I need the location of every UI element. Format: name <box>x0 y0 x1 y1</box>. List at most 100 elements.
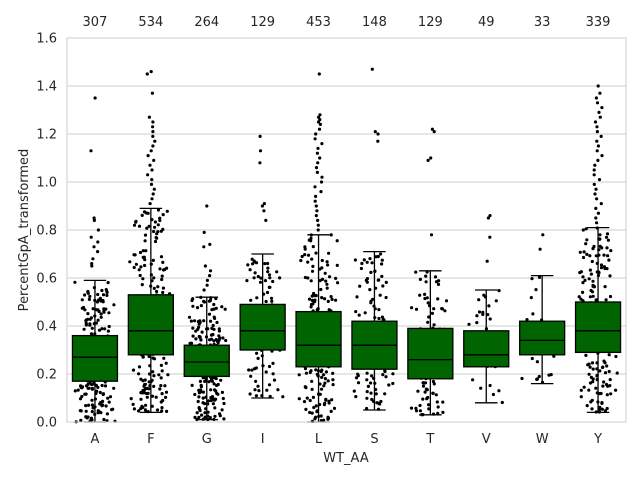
outlier-point <box>203 264 207 268</box>
data-point <box>91 307 95 311</box>
count-label: 129 <box>418 15 443 30</box>
data-point <box>590 407 594 411</box>
count-label: 148 <box>362 15 387 30</box>
data-point <box>266 261 270 266</box>
data-point <box>530 356 534 361</box>
data-point <box>588 254 592 258</box>
data-point <box>196 327 200 331</box>
data-point <box>200 413 204 417</box>
x-tick-label: A <box>90 432 99 447</box>
outlier-point <box>595 197 599 201</box>
data-point <box>197 415 201 419</box>
outlier-point <box>429 233 434 237</box>
data-point <box>106 396 110 400</box>
data-point <box>106 329 110 333</box>
data-point <box>525 318 529 322</box>
data-point <box>391 372 395 376</box>
data-point <box>475 314 479 318</box>
data-point <box>158 387 162 391</box>
data-point <box>537 374 541 379</box>
data-point <box>199 338 203 342</box>
data-point <box>581 228 585 232</box>
data-point <box>355 295 359 299</box>
data-point <box>146 391 150 395</box>
data-point <box>187 315 192 319</box>
data-point <box>323 297 327 301</box>
data-point <box>414 406 418 410</box>
plot-frame <box>66 37 627 423</box>
data-point <box>153 239 158 244</box>
data-point <box>604 235 609 239</box>
data-point <box>487 304 491 308</box>
data-point <box>161 260 165 264</box>
data-point <box>128 260 132 264</box>
outlier-point <box>316 218 320 222</box>
data-point <box>591 377 595 381</box>
data-point <box>152 384 156 388</box>
data-point <box>100 327 104 331</box>
data-point <box>219 378 223 382</box>
data-point <box>354 376 359 380</box>
data-point <box>157 373 161 377</box>
data-point <box>582 250 586 254</box>
data-point <box>90 382 94 387</box>
data-point <box>309 305 313 309</box>
x-tick-label: S <box>370 432 378 447</box>
data-point <box>87 297 91 301</box>
data-point <box>615 371 619 375</box>
data-point <box>326 263 330 267</box>
data-point <box>427 403 431 407</box>
data-point <box>356 381 361 385</box>
data-point <box>214 397 218 401</box>
data-point <box>211 323 215 328</box>
outlier-point <box>426 158 430 162</box>
data-point <box>387 383 391 387</box>
data-point <box>190 298 194 303</box>
outlier-point <box>93 96 97 100</box>
outlier-point <box>316 223 320 227</box>
data-point <box>102 309 106 313</box>
outlier-point <box>315 151 319 155</box>
data-point <box>79 418 83 422</box>
data-point <box>368 257 372 261</box>
data-point <box>589 272 594 276</box>
data-point <box>479 386 483 390</box>
data-point <box>410 306 414 310</box>
data-point <box>365 390 369 394</box>
data-point <box>537 275 542 279</box>
data-point <box>325 282 329 286</box>
data-point <box>107 400 111 404</box>
data-point <box>95 308 99 312</box>
data-point <box>210 379 214 383</box>
data-point <box>581 290 585 294</box>
data-point <box>377 316 381 321</box>
data-point <box>156 208 161 212</box>
data-point <box>99 400 103 405</box>
data-point <box>111 407 115 411</box>
data-point <box>309 279 313 283</box>
data-point <box>529 296 533 300</box>
data-point <box>263 262 267 266</box>
data-point <box>221 336 225 340</box>
data-point <box>605 232 610 236</box>
outlier-point <box>96 250 100 254</box>
outlier-point <box>148 163 152 167</box>
data-point <box>331 378 335 382</box>
data-point <box>608 294 613 299</box>
data-point <box>134 220 138 224</box>
data-point <box>585 238 589 242</box>
data-point <box>594 386 598 390</box>
data-point <box>591 380 595 384</box>
data-point <box>335 263 339 267</box>
data-point <box>100 383 104 388</box>
outlier-point <box>151 130 155 134</box>
data-point <box>256 274 260 279</box>
data-point <box>535 360 540 364</box>
data-point <box>443 309 447 313</box>
data-point <box>79 384 83 388</box>
outlier-point <box>595 130 600 134</box>
data-point <box>191 326 195 330</box>
data-point <box>590 361 595 365</box>
data-point <box>497 289 501 293</box>
data-point <box>245 279 249 283</box>
